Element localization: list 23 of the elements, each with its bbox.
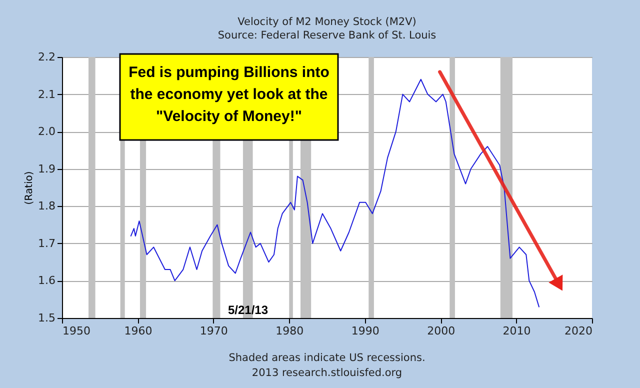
y-tick-label: 1.5: [38, 312, 56, 324]
x-tick-label: 2010: [502, 324, 531, 338]
annotation: Fed is pumping Billions into the economy yet look at the "Velocity of Money!": [128, 64, 330, 125]
y-tick-label: 1.9: [38, 162, 56, 176]
x-tick-label: 1950: [62, 324, 90, 338]
y-axis-title: (Ratio): [24, 171, 36, 205]
annotation: 5/21/13: [228, 303, 268, 317]
text: 2013 research.stlouisfed.org: [252, 367, 402, 379]
y-tick-label: 2.0: [38, 125, 56, 138]
y-tick-label: 1.8: [38, 200, 56, 213]
x-tick-label: 1990: [351, 324, 380, 338]
x-tick-label: 1960: [124, 324, 152, 338]
x-tick-label: 1980: [276, 324, 304, 338]
y-tick-label: 1.7: [38, 236, 56, 250]
y-tick-label: 1.6: [38, 274, 56, 288]
text: Shaded areas indicate US recessions.: [228, 352, 426, 364]
x-tick-label: 2000: [427, 324, 456, 338]
x-tick-label: 1970: [200, 324, 228, 338]
chart-title: Velocity of M2 Money Stock (M2V): [238, 16, 416, 28]
x-tick-label: 2020: [564, 324, 592, 338]
y-tick-label: 2.1: [38, 88, 56, 101]
y-tick-label: 2.2: [38, 50, 56, 64]
chart-subtitle: Source: Federal Reserve Bank of St. Louis: [218, 30, 436, 42]
